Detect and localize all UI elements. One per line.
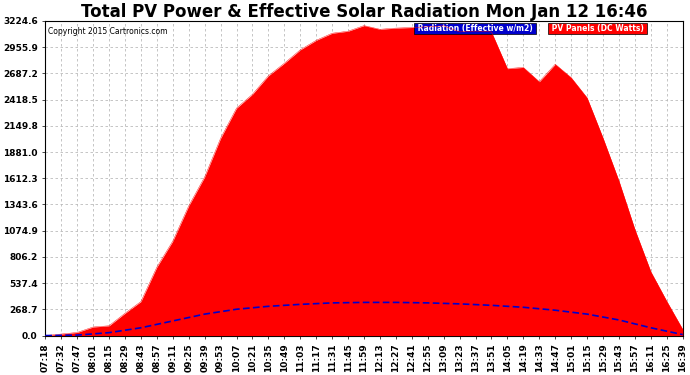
Text: Copyright 2015 Cartronics.com: Copyright 2015 Cartronics.com xyxy=(48,27,168,36)
Text: Radiation (Effective w/m2): Radiation (Effective w/m2) xyxy=(415,24,535,33)
Text: PV Panels (DC Watts): PV Panels (DC Watts) xyxy=(549,24,647,33)
Title: Total PV Power & Effective Solar Radiation Mon Jan 12 16:46: Total PV Power & Effective Solar Radiati… xyxy=(81,3,647,21)
